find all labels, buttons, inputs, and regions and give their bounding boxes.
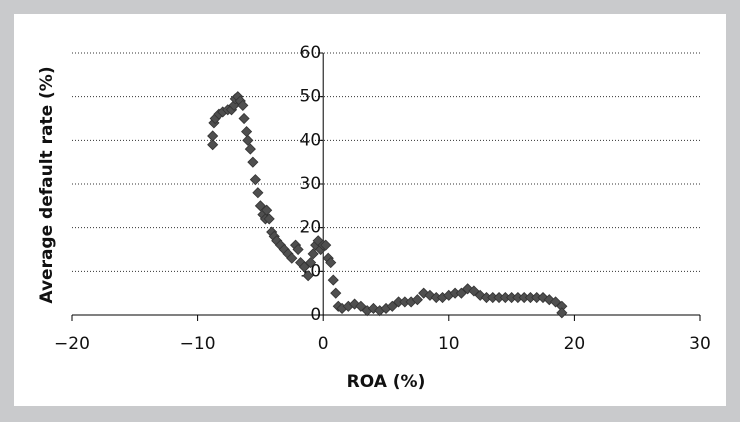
point <box>411 294 423 306</box>
point <box>254 200 266 212</box>
point <box>327 274 339 286</box>
point <box>320 239 332 251</box>
panel <box>14 14 726 406</box>
point <box>249 174 261 186</box>
y-axis-title: Average default rate (%) <box>37 66 57 303</box>
point <box>386 300 398 312</box>
point <box>242 134 254 146</box>
point <box>261 204 273 216</box>
point <box>207 139 219 151</box>
point <box>305 257 317 269</box>
x-tick-label: 20 <box>564 334 586 354</box>
point <box>307 248 319 260</box>
point <box>238 112 250 125</box>
y-tick-label: 40 <box>300 130 322 150</box>
point <box>247 156 259 168</box>
x-tick-label: 0 <box>318 334 329 354</box>
point <box>207 130 219 142</box>
point <box>556 307 568 319</box>
y-tick-label: 30 <box>300 174 322 194</box>
x-axis-title: ROA (%) <box>347 372 426 392</box>
x-tick-label: 30 <box>689 334 711 354</box>
point <box>244 143 256 155</box>
point <box>355 300 367 312</box>
y-tick-label: 20 <box>300 218 322 238</box>
point <box>292 243 304 256</box>
y-tick-label: 50 <box>300 87 322 107</box>
point <box>286 252 298 264</box>
point <box>298 261 310 273</box>
x-tick-label: −10 <box>180 334 216 354</box>
y-tick-label: 60 <box>300 43 322 63</box>
point <box>325 257 337 269</box>
point <box>302 270 314 282</box>
point <box>330 287 342 299</box>
point <box>468 285 480 297</box>
point <box>263 213 275 225</box>
point <box>252 187 264 199</box>
point <box>549 296 562 308</box>
point <box>237 99 249 111</box>
x-tick-label: −20 <box>54 334 90 354</box>
x-tick-label: 10 <box>438 334 460 354</box>
point <box>455 287 467 299</box>
